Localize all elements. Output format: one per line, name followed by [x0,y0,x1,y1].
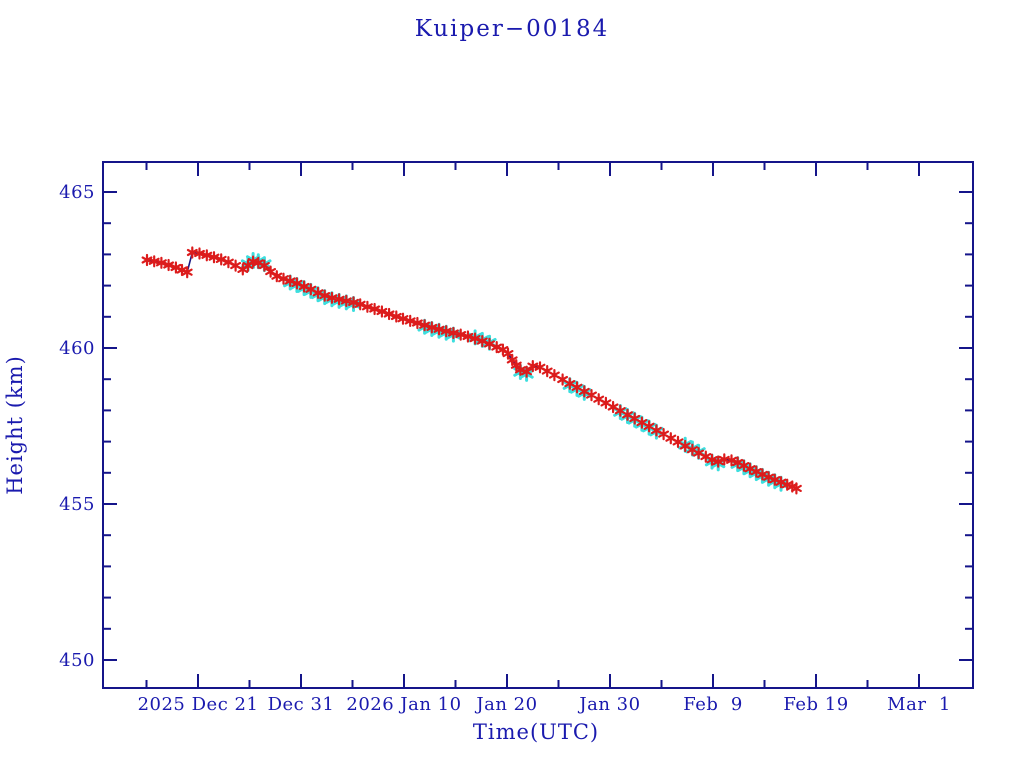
x-tick-label: Dec 31 [268,694,335,715]
x-tick-label: 2026 Jan 10 [346,694,461,715]
x-tick-label: Mar 1 [887,694,951,715]
y-tick-label: 460 [59,338,95,359]
primary-markers [141,246,802,495]
x-tick-label: Feb 19 [783,694,848,715]
x-tick-label: Feb 9 [683,694,743,715]
axis-tick-labels: 2025 Dec 21 Dec 31 2026 Jan 10 Jan 20 Jan 30… [59,182,951,715]
y-tick-label: 450 [59,650,95,671]
x-tick-label: Jan 30 [577,694,640,715]
y-tick-label: 465 [59,182,95,203]
axes-frame [102,161,974,689]
y-tick-label: 455 [59,494,95,515]
x-tick-label: 2025 Dec 21 [138,694,259,715]
x-tick-label: Jan 20 [474,694,537,715]
chart-title: Kuiper−00184 [414,16,610,42]
x-axis-label: Time(UTC) [472,720,600,744]
axis-ticks [104,163,972,687]
